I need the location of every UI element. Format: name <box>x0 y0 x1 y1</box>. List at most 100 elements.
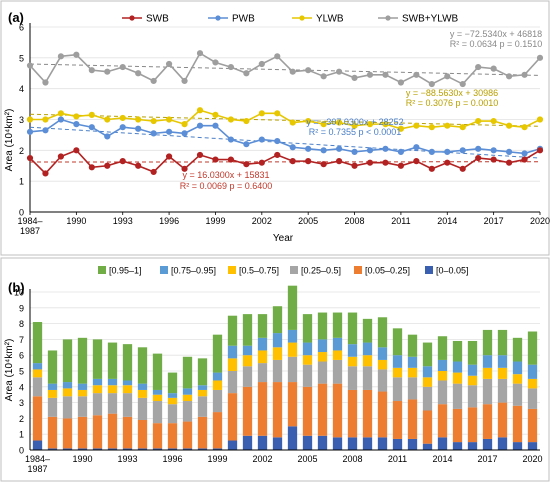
point-swb <box>428 165 435 172</box>
point-swb <box>73 147 80 154</box>
bar-segment <box>92 448 103 450</box>
bar-segment <box>347 437 358 450</box>
x-tick-label: 1990 <box>72 454 92 464</box>
bar-segment <box>212 448 223 450</box>
x-tick-label: 2017 <box>484 216 504 226</box>
bar-segment <box>107 393 118 414</box>
x-tick-label: 2014 <box>432 454 452 464</box>
point-pwb <box>382 145 389 152</box>
x-tick-label: 1993 <box>113 216 133 226</box>
y-tick-label: 5 <box>19 53 24 63</box>
bar-segment <box>227 345 238 359</box>
point-swb <box>413 158 420 165</box>
point-swb <box>88 164 95 171</box>
point-swb-ylwb <box>444 73 451 80</box>
point-ylwb <box>258 110 265 117</box>
annotation-ylwb: y = −88.5630x + 30986 R² = 0.3076 p = 0.… <box>406 88 499 108</box>
point-swb-ylwb <box>73 51 80 58</box>
point-ylwb <box>382 121 389 128</box>
y-tick-label: 4 <box>19 84 24 94</box>
y-tick-label: 7 <box>19 335 24 345</box>
bar-segment <box>287 426 298 450</box>
point-swb <box>335 158 343 165</box>
bar-segment <box>167 448 178 450</box>
bar-segment <box>287 382 298 427</box>
y-tick-label: 9 <box>19 303 24 313</box>
point-pwb <box>212 122 219 129</box>
bar-segment <box>182 401 193 422</box>
point-swb <box>305 158 312 165</box>
bar-segment <box>227 315 238 346</box>
bar-segment <box>242 435 253 450</box>
bar-segment <box>77 337 88 384</box>
annotation-pwb: y = −307.0300x + 28252 R² = 0.7355 p < 0… <box>306 117 403 137</box>
point-swb <box>150 168 157 176</box>
x-tick-label: 1996 <box>159 216 179 226</box>
bar-segment <box>467 407 478 443</box>
bar-segment <box>302 355 313 365</box>
point-pwb <box>119 124 126 131</box>
bar-segment <box>287 285 298 330</box>
equation-swb: y = 16.0300x + 15831 <box>182 170 269 180</box>
bar-segment <box>332 312 343 338</box>
point-ylwb <box>490 117 497 125</box>
x-tick-label: 2005 <box>297 454 317 464</box>
bar-segment <box>47 389 58 398</box>
panel-b-y-ticks: 0 1 2 3 4 5 6 7 8 9 10 <box>14 288 24 456</box>
bar-segment <box>197 358 208 386</box>
bar-segment <box>317 339 328 353</box>
bar-segment <box>407 438 418 450</box>
point-ylwb <box>26 116 34 123</box>
bar-segment <box>242 314 253 346</box>
bar-segment <box>347 389 358 438</box>
bar-segment <box>317 361 328 384</box>
point-pwb <box>413 144 420 151</box>
bar-segment <box>227 358 238 371</box>
point-swb-ylwb <box>305 67 312 74</box>
bar-segment <box>137 383 148 390</box>
point-swb <box>459 165 466 172</box>
bar-segment <box>302 364 313 387</box>
point-pwb <box>150 130 157 137</box>
bar-segment <box>257 435 268 450</box>
bar-segment <box>527 388 538 409</box>
bar-segment <box>317 435 328 450</box>
line-chart-panel: (a) Area (10⁴km²) Year 0 1 2 3 4 5 6 1984– 1987… <box>0 0 550 256</box>
trendline-swb-ylwb <box>29 63 541 76</box>
y-tick-label: 6 <box>19 351 24 361</box>
point-ylwb <box>505 122 513 129</box>
legend-swatch <box>160 266 168 274</box>
point-pwb <box>165 128 173 135</box>
x-tick-label: 2014 <box>437 216 457 226</box>
annotation-swb: y = 16.0300x + 15831 R² = 0.0069 p = 0.6… <box>180 170 273 191</box>
bar-segment <box>332 359 343 384</box>
point-pwb <box>305 145 312 152</box>
bar-segment <box>242 386 253 436</box>
bar-segment <box>452 361 463 373</box>
point-pwb <box>181 130 188 137</box>
y-tick-label: 8 <box>19 319 24 329</box>
point-swb <box>320 161 327 168</box>
bar-segment <box>47 383 58 390</box>
point-ylwb <box>536 116 544 123</box>
x-tick-label: 1993 <box>117 454 137 464</box>
y-tick-label: 10 <box>14 288 24 298</box>
legend-label-swb-ylwb: SWB+YLWB <box>402 14 459 25</box>
bar-segment <box>272 306 283 334</box>
point-swb <box>42 170 49 177</box>
panel-b-y-axis-title: Area (10⁴km²) <box>4 339 15 402</box>
panel-a-series <box>26 50 544 177</box>
point-pwb <box>351 148 358 155</box>
bar-segment <box>137 448 148 450</box>
bar-segment <box>377 347 388 360</box>
bar-segment <box>332 383 343 438</box>
y-tick-label: 3 <box>19 115 24 125</box>
point-swb-ylwb <box>135 70 142 77</box>
bar-segment <box>422 410 433 444</box>
bar-segment <box>167 404 178 424</box>
bar-segment <box>377 391 388 438</box>
point-pwb <box>335 145 343 152</box>
point-ylwb <box>42 116 49 123</box>
point-swb <box>227 156 235 163</box>
x-tick-label: 2011 <box>388 454 407 464</box>
